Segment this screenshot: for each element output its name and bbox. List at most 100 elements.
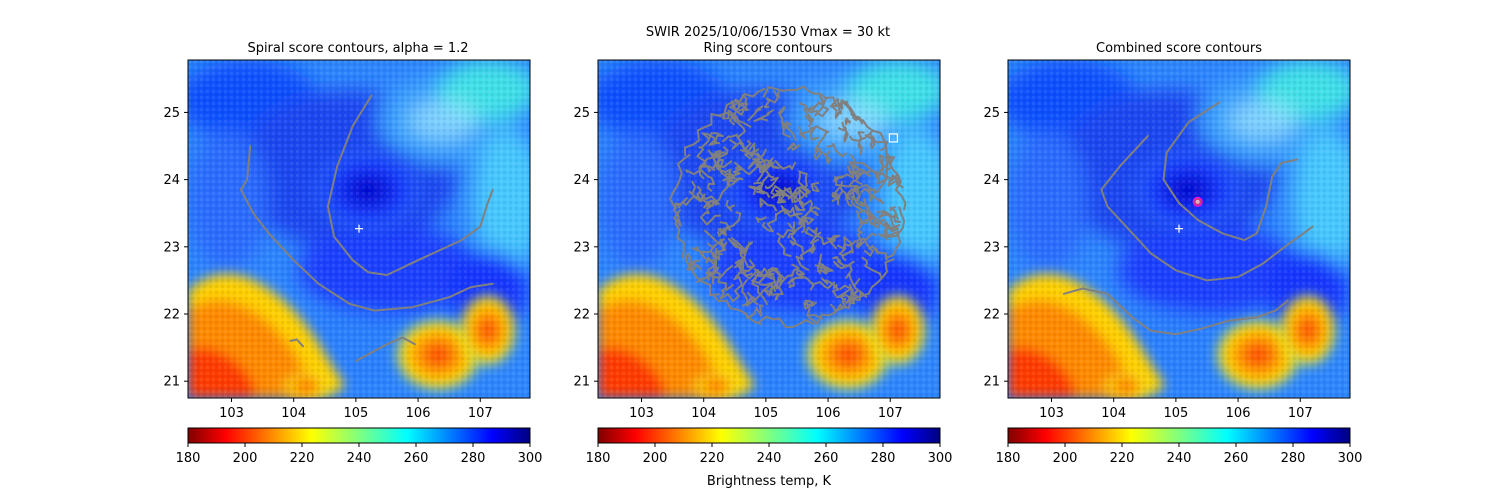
ring-colorbar-strip <box>597 427 941 444</box>
colorbar-label: Brightness temp, K <box>707 474 832 489</box>
ring-colorbar-ticks: 180 200 220 240 260 280 300 <box>586 443 952 466</box>
y-tick-label: 23 <box>163 240 180 255</box>
ring-score-contour <box>814 131 832 165</box>
ring-score-contour <box>886 212 902 223</box>
colorbar-tick-label: 180 <box>586 451 611 466</box>
ring-score-contour <box>861 256 883 279</box>
y-tick-label: 24 <box>983 173 1000 188</box>
score-contour <box>1162 101 1299 242</box>
ring-score-contour <box>759 197 778 212</box>
combined-center-dot <box>1195 199 1200 204</box>
ring-score-contour <box>700 250 711 257</box>
x-tick-label: 107 <box>468 406 493 421</box>
ring-score-contour <box>849 129 875 142</box>
colorbar-tick-label: 280 <box>871 451 896 466</box>
combined-contours <box>1063 101 1314 336</box>
spiral-axis-ticks: 103 104 105 106 107 21 22 23 24 25 <box>163 106 492 421</box>
ring-score-contour <box>775 208 806 234</box>
spiral-panel-frame <box>187 59 531 399</box>
ring-score-contour <box>839 294 856 305</box>
colorbar-tick-label: 300 <box>1338 451 1363 466</box>
ring-score-contour <box>765 176 779 189</box>
ring-score-contour <box>796 198 819 217</box>
colorbar-tick-label: 220 <box>1110 451 1135 466</box>
ring-panel-title: Ring score contours <box>703 41 832 56</box>
ring-score-contour <box>820 277 845 299</box>
ring-score-contour <box>733 270 747 292</box>
x-tick-label: 103 <box>1039 406 1064 421</box>
ring-edge-contour <box>854 258 895 300</box>
ring-score-contour <box>686 259 701 271</box>
colorbar-tick-label: 240 <box>1167 451 1192 466</box>
ring-score-contour <box>836 243 852 262</box>
ring-edge-contour <box>713 294 762 326</box>
ring-score-contour <box>717 221 732 236</box>
ring-score-contour <box>814 103 830 118</box>
x-tick-label: 104 <box>1101 406 1126 421</box>
ring-score-contour <box>755 216 767 224</box>
y-tick-label: 21 <box>163 375 180 390</box>
ring-score-contour <box>798 126 814 140</box>
colorbar-tick-label: 200 <box>643 451 668 466</box>
ring-score-contour <box>813 147 823 161</box>
ring-score-contour <box>703 199 718 209</box>
combined-markers <box>1175 196 1203 233</box>
ring-score-contour <box>859 187 884 205</box>
figure-suptitle: SWIR 2025/10/06/1530 Vmax = 30 kt <box>646 25 890 40</box>
combined-panel-title: Combined score contours <box>1096 41 1262 56</box>
colorbar-tick-label: 260 <box>404 451 429 466</box>
score-contour <box>354 336 416 362</box>
ring-score-contour <box>745 297 759 307</box>
ring-score-contour <box>739 241 754 268</box>
ring-score-contour <box>752 160 767 172</box>
combined-colorbar-ticks: 180 200 220 240 260 280 300 <box>996 443 1363 466</box>
ring-score-contour <box>809 231 838 250</box>
colorbar-tick-label: 200 <box>233 451 258 466</box>
ring-score-contour <box>787 186 809 204</box>
ring-edge-contour <box>716 87 766 117</box>
score-contour <box>1063 287 1289 336</box>
spiral-panel-map <box>178 60 543 400</box>
y-tick-label: 25 <box>163 106 180 121</box>
ring-edge-contour <box>683 112 723 156</box>
x-tick-label: 104 <box>691 406 716 421</box>
ring-score-contour <box>770 287 780 301</box>
ring-score-contour <box>719 287 740 303</box>
ring-score-contour <box>778 106 792 130</box>
ring-score-contour <box>727 211 742 229</box>
ring-score-contour <box>766 271 782 290</box>
ring-panel-frame <box>597 59 941 399</box>
ring-score-contour <box>838 121 849 143</box>
ring-score-contour <box>688 180 703 203</box>
ring-score-contour <box>868 213 886 229</box>
ring-score-contour <box>731 176 744 186</box>
ring-edge-contour <box>808 297 861 325</box>
colorbar-tick-label: 260 <box>814 451 839 466</box>
ring-score-contour <box>809 94 826 110</box>
ring-score-contour <box>855 198 870 210</box>
ring-colorbar: 180 200 220 240 260 280 300 <box>586 427 952 466</box>
ring-score-contour <box>864 133 876 150</box>
y-tick-label: 24 <box>163 173 180 188</box>
ring-score-contour <box>698 132 724 150</box>
y-tick-label: 23 <box>983 240 1000 255</box>
ring-score-contour <box>776 221 797 239</box>
ring-score-contour <box>816 253 834 275</box>
ring-score-contour <box>799 102 815 128</box>
ring-score-contour <box>744 304 764 320</box>
ring-edge-contour <box>686 251 720 297</box>
ring-edge-contour <box>887 156 907 211</box>
ring-score-contour <box>798 216 815 226</box>
y-tick-label: 23 <box>573 240 590 255</box>
x-tick-label: 106 <box>406 406 431 421</box>
y-tick-label: 22 <box>983 308 1000 323</box>
ring-score-contour <box>794 171 811 198</box>
ring-score-contour <box>849 185 861 203</box>
ring-score-contour <box>722 109 752 129</box>
spiral-panel: Spiral score contours, alpha = 1.2 103 10… <box>163 41 543 466</box>
ring-axis-ticks: 103 104 105 106 107 21 22 23 24 25 <box>573 106 902 421</box>
y-tick-label: 22 <box>163 308 180 323</box>
ring-score-contour <box>701 132 718 146</box>
ring-score-contour <box>753 174 770 190</box>
ring-score-contour <box>787 263 804 288</box>
